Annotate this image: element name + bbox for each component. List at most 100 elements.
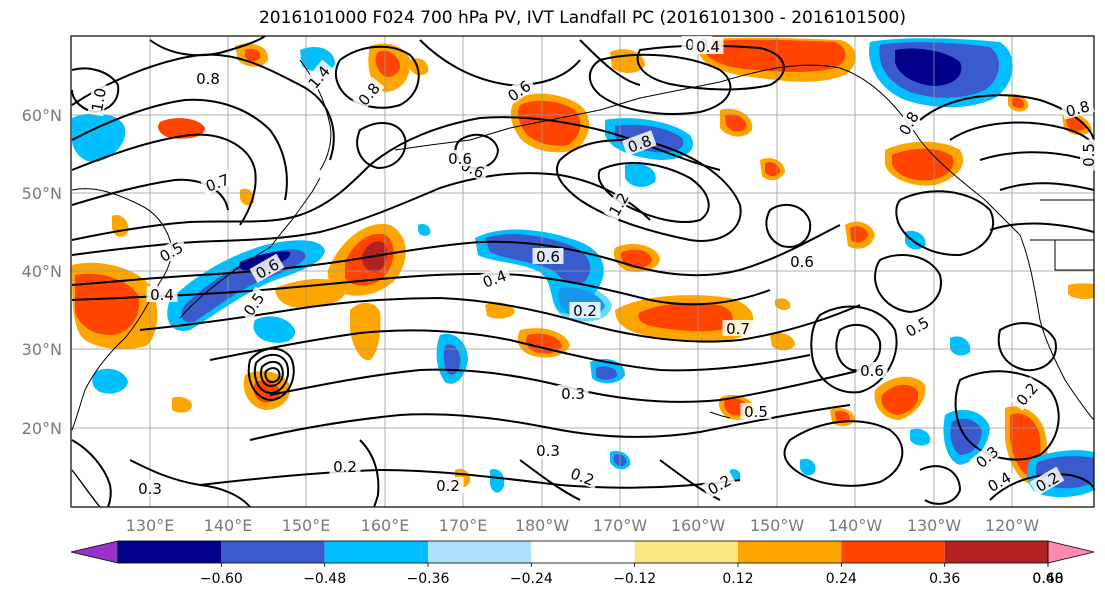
colorbar-segment (221, 541, 325, 563)
shade-red (705, 39, 846, 72)
contour-label-text: 0.8 (196, 70, 220, 88)
shade-red (1012, 97, 1025, 109)
coast-hawaii (709, 411, 731, 419)
colorbar-tick-label: −0.60 (200, 571, 243, 587)
shade-blue (253, 316, 296, 343)
colorbar-segment (944, 541, 1048, 563)
colorbar-segment (841, 541, 945, 563)
shade-red (638, 302, 733, 332)
lat-label: 60°N (22, 106, 62, 125)
shade-blue (625, 163, 656, 187)
shade-orange (775, 298, 791, 311)
contour-label: 0.2 (1029, 466, 1065, 496)
coast-na-west (1019, 234, 1095, 421)
map-panel (70, 35, 1095, 508)
shade-orange (172, 396, 192, 413)
shade-blue (418, 224, 431, 236)
shade-blue (490, 468, 505, 493)
pv-contours (71, 35, 1095, 508)
colorbar-extend-high (1047, 540, 1095, 564)
lon-label: 140°E (204, 516, 253, 535)
contour-label-text: 0.3 (561, 385, 585, 403)
contour-label: 0.6 (856, 362, 888, 380)
colorbar-extend-low (70, 540, 119, 564)
colorbar-tick-label: 0.12 (722, 571, 753, 587)
lat-label: 40°N (22, 262, 62, 281)
latitude-labels: 60°N 50°N 40°N 30°N 20°N (22, 106, 62, 438)
lon-label: 170°W (593, 516, 648, 535)
contour-label: 1.0 (87, 82, 110, 117)
lat-label: 30°N (22, 340, 62, 359)
contour-label-text: 0.5 (744, 403, 768, 421)
coast-us-border (1030, 199, 1094, 271)
colorbar-segment (118, 541, 222, 563)
coast-asia (71, 188, 173, 431)
contour-labels: 0.81.01.40.80.30.40.60.60.81.20.70.60.50… (87, 36, 1098, 499)
colorbar-tick-label: −0.12 (613, 571, 656, 587)
contour-label-text: 0.4 (150, 286, 174, 304)
longitude-labels: 130°E 140°E 150°E 160°E 170°E 180°W 170°W 160°W… (126, 516, 1040, 535)
graticule (71, 36, 1094, 507)
colorbar-tick-label: −0.36 (407, 571, 450, 587)
contour-label: 0.6 (444, 150, 476, 168)
lon-label: 120°W (985, 516, 1040, 535)
shade-orange (770, 333, 795, 351)
shade-blue (72, 113, 126, 163)
shade-red (881, 384, 919, 415)
shade-blue (800, 458, 816, 476)
shade-red (245, 48, 261, 62)
contour-label-text: 0.8 (1064, 97, 1092, 121)
coast-aleutian (394, 81, 721, 151)
colorbar-segment (531, 541, 635, 563)
contour-label: 0.3 (532, 442, 564, 460)
contour-label: 0.2 (569, 302, 601, 320)
coast-kuril (271, 177, 321, 246)
contour-label-text: 0.5 (1080, 143, 1098, 167)
shade-red (621, 249, 652, 268)
lat-label: 20°N (22, 419, 62, 438)
shade-red (725, 114, 747, 132)
colorbar-segment (738, 541, 842, 563)
map-title: 2016101000 F024 700 hPa PV, IVT Landfall… (258, 8, 906, 28)
contour-label: 0.2 (432, 477, 464, 495)
shade-darkblue (443, 344, 461, 375)
lon-label: 150°W (750, 516, 805, 535)
lon-label: 140°W (828, 516, 883, 535)
contour-label-text: 0.2 (333, 458, 357, 476)
shade-navy (895, 48, 962, 86)
colorbar-segment (634, 541, 738, 563)
contour-label-text: 0.3 (536, 442, 560, 460)
shade-red (765, 162, 780, 177)
coast-japan (179, 245, 273, 319)
colorbar-tick-label: −0.24 (510, 571, 553, 587)
contour-label-text: 0.6 (860, 362, 884, 380)
shade-red (892, 148, 954, 181)
lon-label: 130°W (907, 516, 962, 535)
contour-label-text: 0.7 (726, 320, 750, 338)
contour-label-text: 0.4 (696, 38, 720, 56)
shade-orange (1068, 283, 1094, 299)
contour-label: 0.6 (532, 248, 564, 266)
colorbar-tick-label: 0.48 (1032, 571, 1063, 587)
shade-red (517, 100, 581, 146)
contour-label-text: 0.3 (138, 480, 162, 498)
lon-label: 160°E (361, 516, 410, 535)
shade-red (835, 410, 850, 423)
shade-red (75, 273, 140, 335)
shade-blue (92, 368, 128, 394)
lon-label: 150°E (282, 516, 331, 535)
contour-label: 0.5 (1080, 139, 1098, 171)
shade-darkblue (596, 366, 618, 380)
colorbar-tick-label: 0.24 (826, 571, 857, 587)
contour-label: 0.2 (329, 458, 361, 476)
shade-red (526, 333, 562, 354)
lat-label: 50°N (22, 184, 62, 203)
contour-label-text: 0.2 (573, 302, 597, 320)
contour-label: 0.6 (786, 253, 818, 271)
contour-label: 0.3 (557, 385, 589, 403)
shade-orange (275, 278, 346, 309)
colorbar-segment (428, 541, 532, 563)
contour-label-text: 0.6 (448, 150, 472, 168)
shade-red (375, 50, 400, 77)
